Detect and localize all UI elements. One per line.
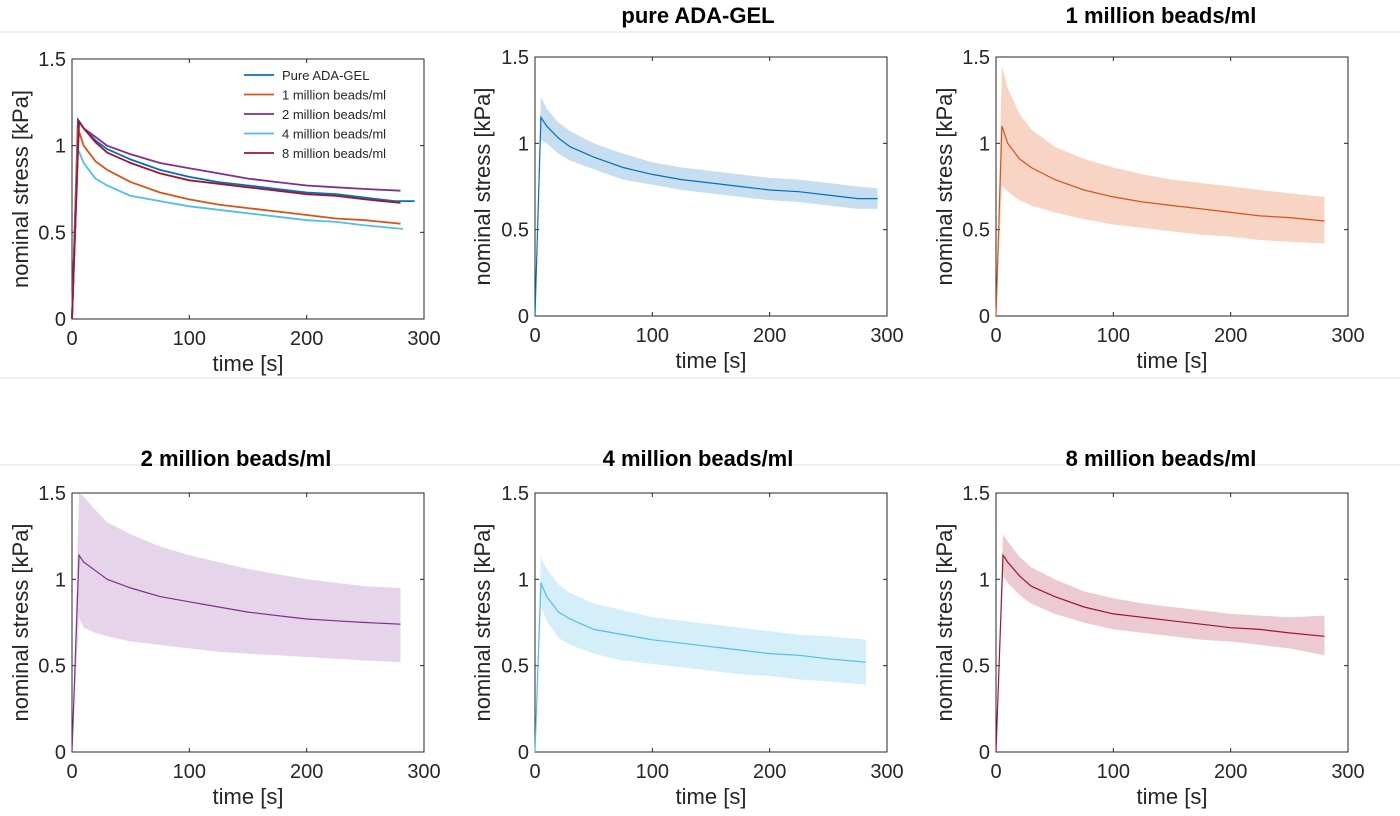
axes-box	[995, 492, 1349, 753]
mean-line	[534, 582, 866, 753]
x-tick-label: 100	[1097, 761, 1130, 783]
x-tick-label: 0	[529, 761, 540, 783]
mean-line	[534, 115, 878, 317]
x-axis-label: time [s]	[676, 348, 747, 373]
y-axis-label: nominal stress [kPa]	[932, 87, 957, 285]
x-tick-label: 0	[66, 761, 77, 783]
mean-line	[995, 553, 1325, 753]
series-line-4	[71, 148, 403, 320]
legend-label: 4 million beads/ml	[282, 127, 386, 142]
chart-panel-4: 0 0.5 1 1.5 0 100 200 300 time [s] nominal stress…	[8, 446, 441, 809]
x-tick-label: 0	[66, 328, 77, 350]
x-tick-label: 200	[753, 325, 786, 347]
x-tick-label: 200	[1214, 325, 1247, 347]
std-band	[996, 65, 1325, 316]
panel-title: 4 million beads/ml	[603, 446, 794, 471]
y-tick-label: 0	[979, 306, 990, 328]
y-tick-label: 0.5	[962, 656, 990, 678]
y-tick-label: 0	[55, 742, 66, 764]
y-tick-label: 1.5	[38, 483, 66, 505]
panel-title: 8 million beads/ml	[1066, 446, 1257, 471]
legend-label: 2 million beads/ml	[282, 107, 386, 122]
y-tick-label: 1.5	[501, 47, 529, 69]
x-axis-label: time [s]	[213, 351, 284, 376]
y-axis-label: nominal stress [kPa]	[470, 523, 495, 721]
std-band	[72, 493, 401, 752]
panel-title: pure ADA-GEL	[621, 3, 774, 28]
x-tick-label: 300	[870, 325, 903, 347]
y-tick-label: 0	[55, 309, 66, 331]
x-tick-label: 100	[173, 328, 206, 350]
axes-box	[71, 492, 425, 753]
x-tick-label: 300	[1331, 761, 1364, 783]
x-tick-label: 300	[407, 761, 440, 783]
y-tick-label: 0	[518, 742, 529, 764]
x-tick-label: 300	[1331, 325, 1364, 347]
y-tick-label: 1	[518, 569, 529, 591]
x-tick-label: 300	[870, 761, 903, 783]
x-tick-label: 0	[990, 325, 1001, 347]
x-tick-label: 100	[636, 761, 669, 783]
x-tick-label: 200	[753, 761, 786, 783]
mean-line	[71, 553, 401, 753]
chart-panel-2: 0 0.5 1 1.5 0 100 200 300 time [s] nominal stress…	[470, 3, 904, 373]
y-axis-label: nominal stress [kPa]	[932, 523, 957, 721]
std-band	[535, 556, 866, 752]
std-band	[535, 96, 878, 316]
chart-panel-1: 0 0.5 1 1.5 0 100 200 300 time [s] nominal stress…	[8, 49, 441, 376]
y-tick-label: 1.5	[962, 483, 990, 505]
x-axis-label: time [s]	[676, 784, 747, 809]
y-axis-label: nominal stress [kPa]	[470, 87, 495, 285]
y-tick-label: 0	[518, 306, 529, 328]
y-tick-label: 1.5	[501, 483, 529, 505]
y-tick-label: 1	[979, 569, 990, 591]
legend-label: Pure ADA-GEL	[282, 68, 369, 83]
x-tick-label: 0	[529, 325, 540, 347]
x-tick-label: 100	[636, 325, 669, 347]
x-tick-label: 100	[173, 761, 206, 783]
chart-panel-5: 0 0.5 1 1.5 0 100 200 300 time [s] nominal stress…	[470, 446, 904, 809]
std-band	[996, 534, 1325, 752]
chart-panel-6: 0 0.5 1 1.5 0 100 200 300 time [s] nominal stress…	[932, 446, 1365, 809]
panel-title: 1 million beads/ml	[1066, 3, 1257, 28]
y-tick-label: 0.5	[38, 656, 66, 678]
y-tick-label: 1	[55, 569, 66, 591]
x-tick-label: 200	[1214, 761, 1247, 783]
y-tick-label: 1.5	[38, 49, 66, 71]
y-tick-label: 1.5	[962, 47, 990, 69]
x-axis-label: time [s]	[213, 784, 284, 809]
y-tick-label: 0.5	[501, 656, 529, 678]
y-axis-label: nominal stress [kPa]	[8, 90, 33, 288]
y-tick-label: 0.5	[501, 220, 529, 242]
y-tick-label: 0.5	[38, 222, 66, 244]
series-line-3	[71, 118, 401, 320]
y-tick-label: 1	[979, 133, 990, 155]
chart-panel-3: 0 0.5 1 1.5 0 100 200 300 time [s] nominal stress…	[932, 3, 1365, 373]
y-tick-label: 1	[55, 136, 66, 158]
y-axis-label: nominal stress [kPa]	[8, 523, 33, 721]
legend-label: 1 million beads/ml	[282, 88, 386, 103]
legend-label: 8 million beads/ml	[282, 146, 386, 161]
y-tick-label: 0	[979, 742, 990, 764]
axes-box	[71, 58, 425, 320]
panel-title: 2 million beads/ml	[141, 446, 332, 471]
y-tick-label: 0.5	[962, 220, 990, 242]
series-line-2	[71, 128, 401, 320]
axes-box	[534, 56, 888, 317]
x-tick-label: 100	[1097, 325, 1130, 347]
mean-line	[995, 125, 1325, 317]
y-tick-label: 1	[518, 133, 529, 155]
series-line-5	[71, 118, 401, 320]
x-tick-label: 200	[290, 761, 323, 783]
x-axis-label: time [s]	[1137, 784, 1208, 809]
x-axis-label: time [s]	[1137, 348, 1208, 373]
x-tick-label: 0	[990, 761, 1001, 783]
axes-box	[995, 56, 1349, 317]
axes-box	[534, 492, 888, 753]
legend: Pure ADA-GEL 1 million beads/ml 2 million …	[244, 68, 386, 161]
x-tick-label: 200	[290, 328, 323, 350]
x-tick-label: 300	[407, 328, 440, 350]
